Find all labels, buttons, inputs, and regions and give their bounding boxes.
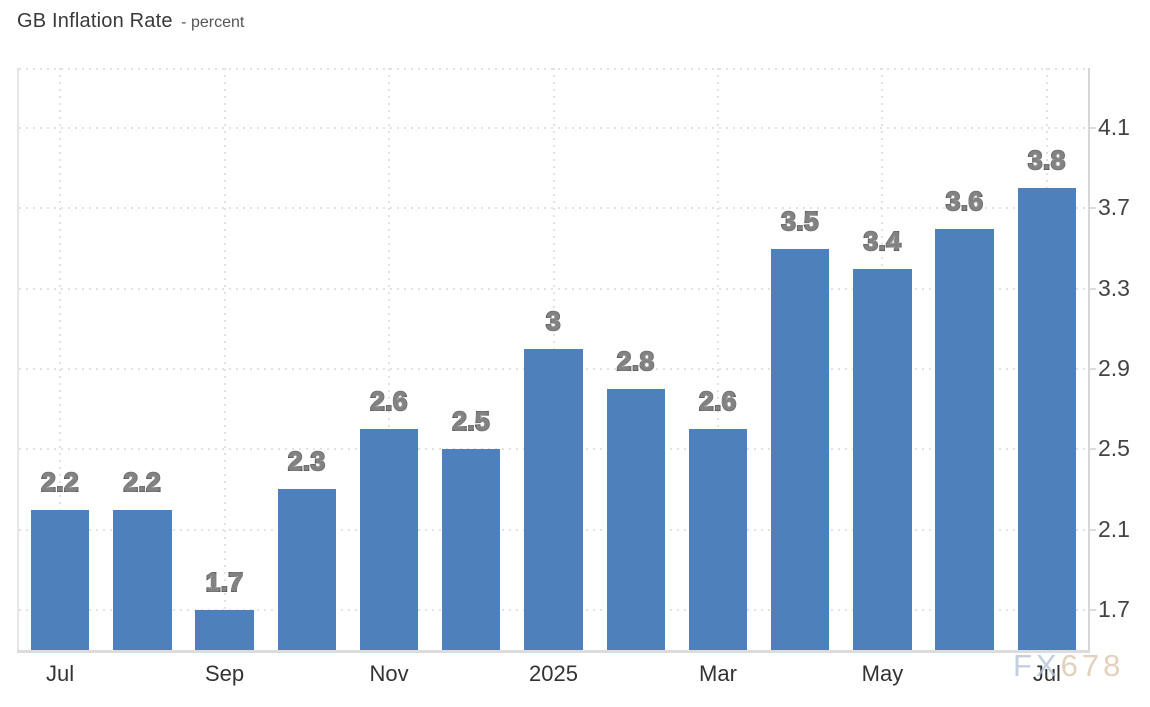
y-tick-mark <box>1090 207 1096 210</box>
gridline-vertical <box>59 68 62 650</box>
bar[interactable] <box>1017 188 1077 650</box>
bar[interactable] <box>113 509 172 650</box>
bar[interactable] <box>524 348 583 650</box>
bar-value-label: 1.7 <box>205 566 244 597</box>
y-tick-label: 3.3 <box>1098 274 1130 301</box>
bar-value-label: 3 <box>545 305 561 336</box>
chart-subtitle: - percent <box>181 14 245 31</box>
x-tick-label: 2025 <box>529 661 578 686</box>
bar-value-label: 2.2 <box>40 466 79 497</box>
plot-area: 2.2 2.2 1.7 2.3 2.6 2.5 3 2.8 2.6 3.5 3.4 3.6 3.8 <box>17 68 1096 653</box>
x-tick-label: Sep <box>204 661 245 686</box>
plot-left-border <box>17 68 19 650</box>
bar-value-label: 2.5 <box>451 406 491 437</box>
bar-value-label: 3.6 <box>945 185 984 216</box>
gridline-vertical <box>716 68 719 650</box>
y-tick-mark <box>1090 368 1096 371</box>
y-tick-mark <box>1090 528 1096 531</box>
y-tick-label: 2.1 <box>1098 515 1130 542</box>
y-tick-mark <box>1090 608 1096 611</box>
bar[interactable] <box>606 389 665 650</box>
y-tick-mark <box>1090 448 1096 451</box>
x-axis-line <box>17 650 1090 653</box>
bar[interactable] <box>935 228 994 650</box>
gridline-vertical <box>388 68 391 650</box>
bar-value-label: 3.8 <box>1027 145 1066 176</box>
bar-value-label: 2.6 <box>698 386 737 417</box>
bar-value-label: 2.2 <box>122 466 162 497</box>
x-tick-label: Jul <box>46 661 75 686</box>
x-tick-label: Nov <box>369 661 409 686</box>
y-tick-label: 2.5 <box>1098 435 1130 462</box>
bar-value-label: 2.8 <box>616 346 655 377</box>
bar-value-label: 2.3 <box>287 446 326 477</box>
y-tick-mark <box>1090 127 1096 130</box>
y-tick-mark <box>1090 287 1096 290</box>
chart-title: GB Inflation Rate <box>17 10 173 32</box>
bar[interactable] <box>277 489 336 650</box>
gridline-vertical <box>223 68 226 650</box>
bar-value-label: 2.6 <box>369 386 408 417</box>
y-tick-label: 4.1 <box>1098 114 1130 141</box>
bar[interactable] <box>771 248 830 650</box>
chart-header: GB Inflation Rate - percent <box>17 10 244 33</box>
x-tick-label: May <box>861 661 904 686</box>
bar-value-label: 3.5 <box>780 205 819 236</box>
y-axis: 1.7 2.1 2.5 2.9 3.3 3.7 4.1 <box>1098 68 1150 650</box>
x-tick-label: Jul <box>1032 661 1061 686</box>
bar[interactable] <box>359 429 419 650</box>
bar[interactable] <box>30 509 90 650</box>
y-tick-label: 2.9 <box>1098 354 1130 381</box>
y-tick-label: 3.7 <box>1098 194 1130 221</box>
bar[interactable] <box>688 429 748 650</box>
bar[interactable] <box>442 449 501 650</box>
bar[interactable] <box>853 268 912 650</box>
y-tick-label: 1.7 <box>1098 595 1130 622</box>
x-axis: Jul Sep Nov 2025 Mar May Jul <box>19 661 1088 693</box>
bar[interactable] <box>195 609 254 650</box>
plot-right-border <box>1088 68 1090 650</box>
bar-value-label: 3.4 <box>863 225 902 256</box>
x-tick-label: Mar <box>699 661 737 686</box>
